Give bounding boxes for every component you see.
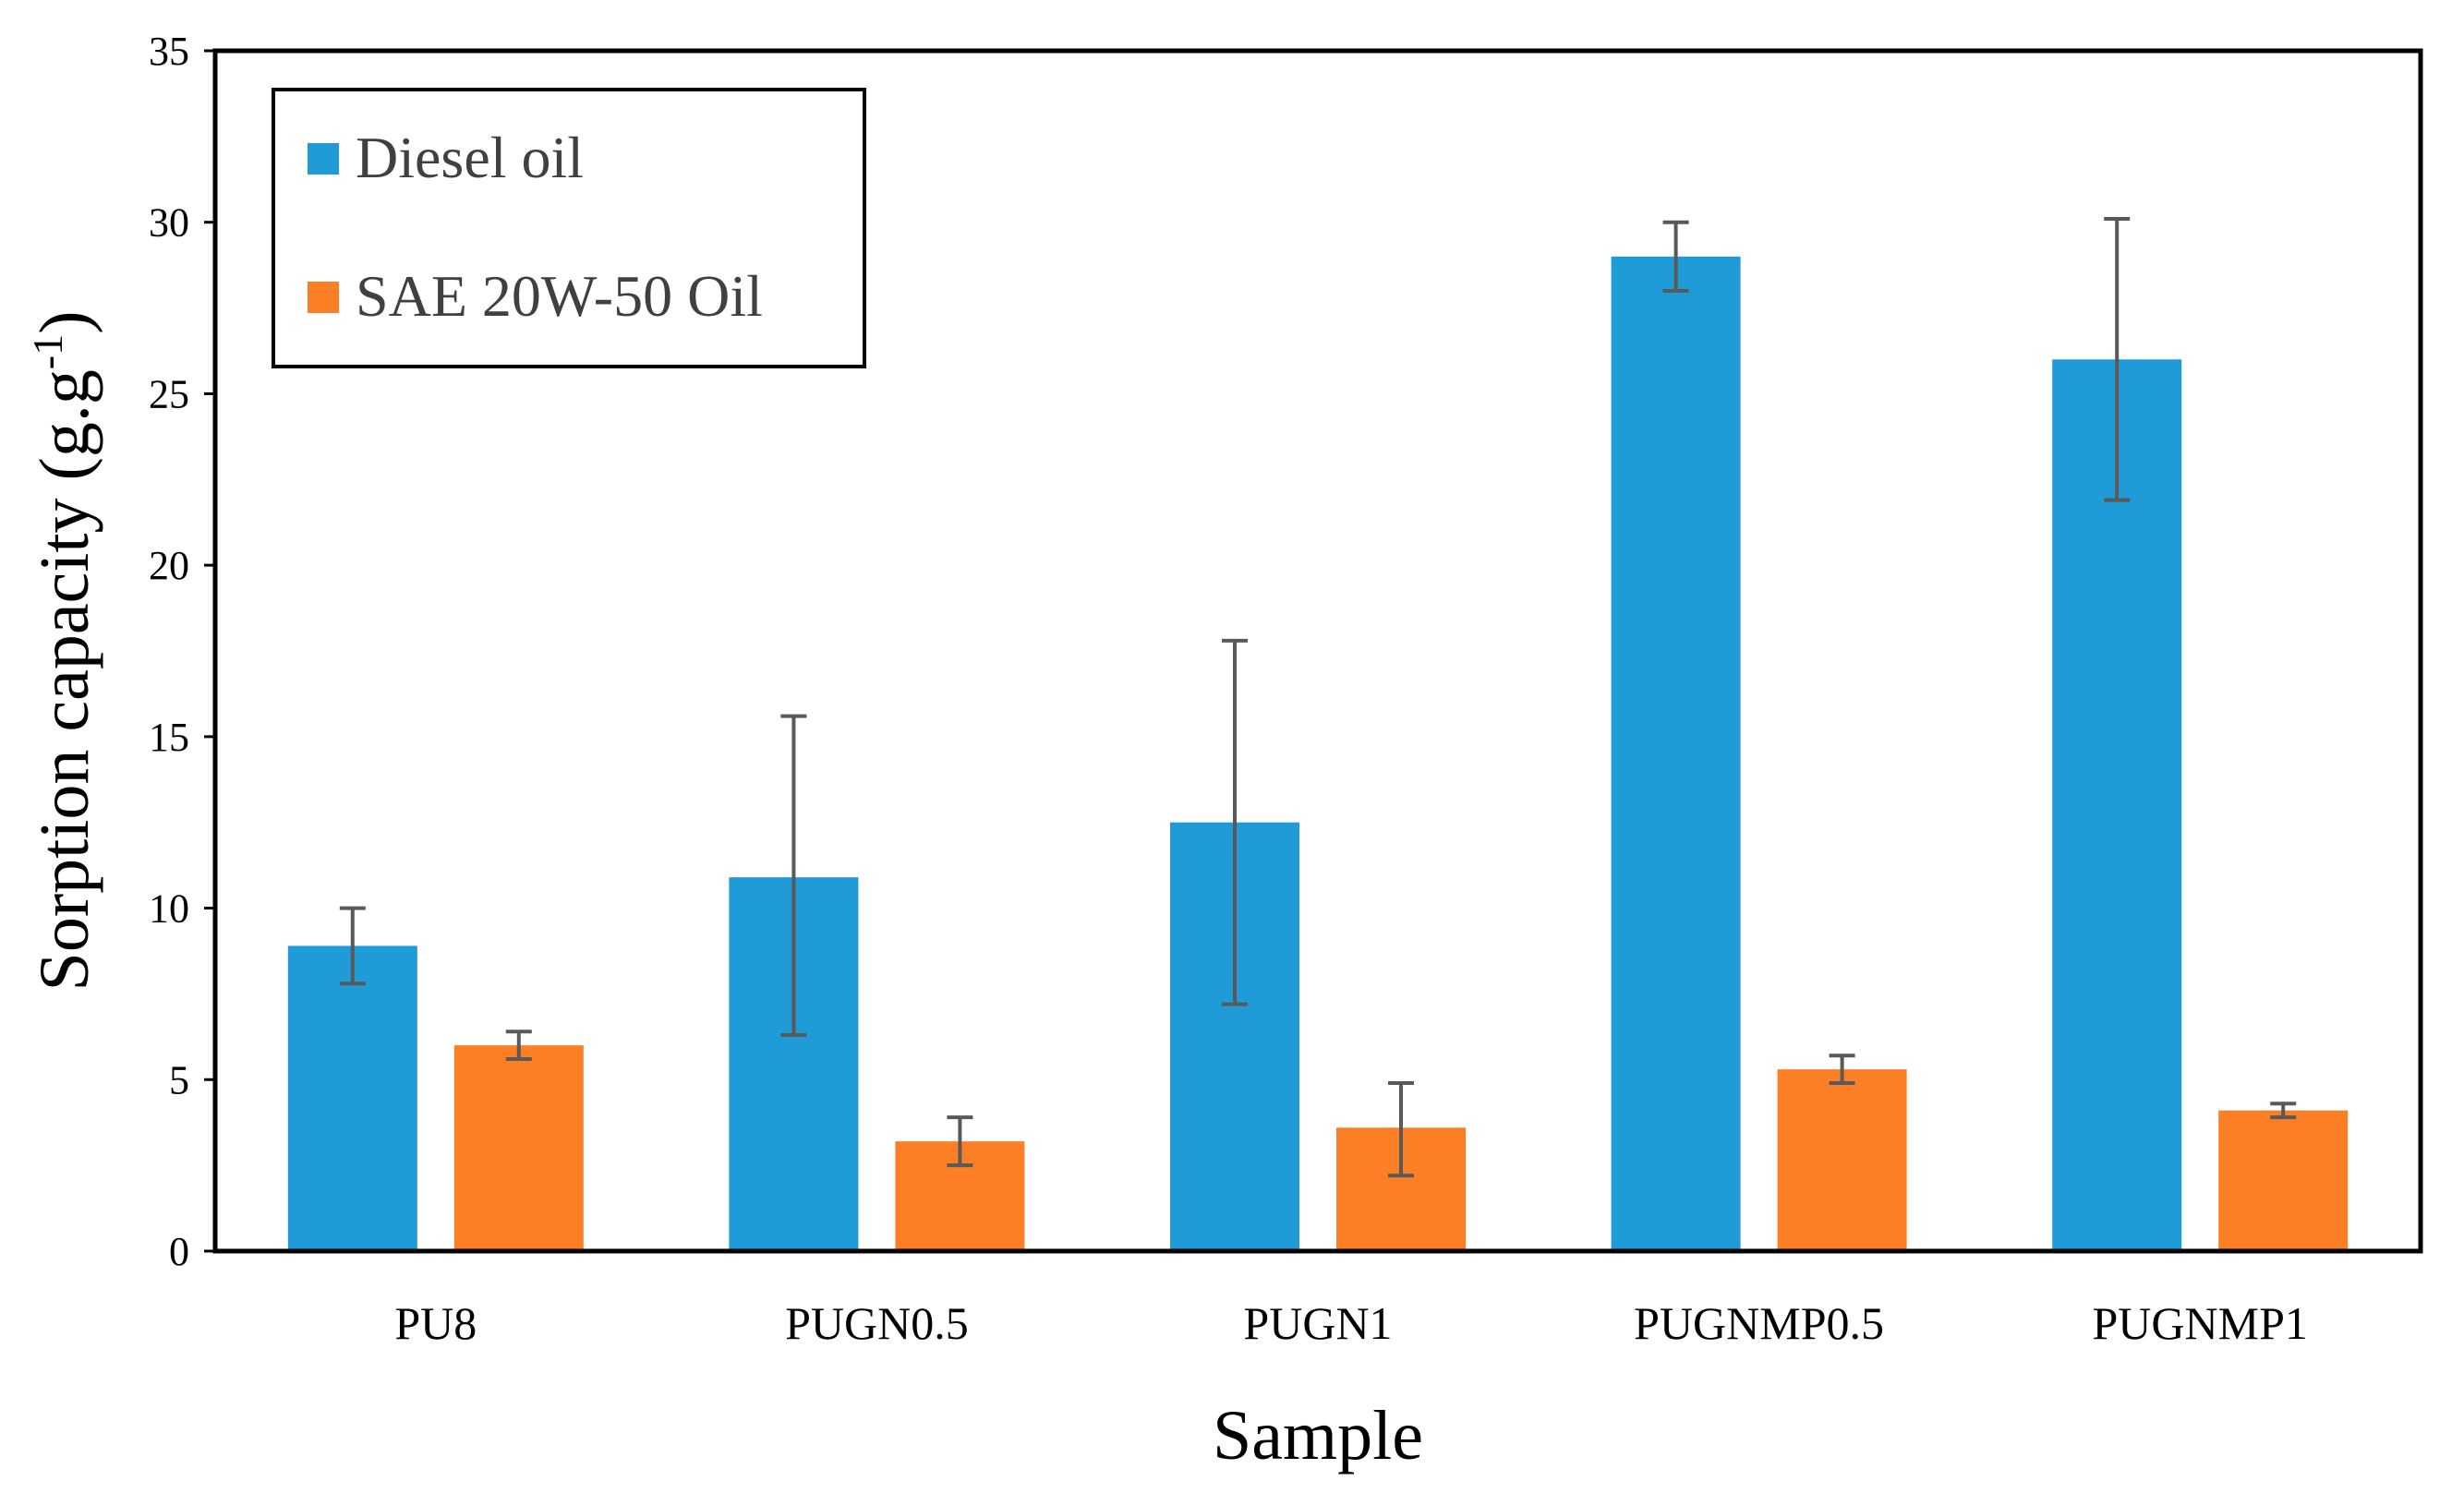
y-tick-label: 0 [169, 1229, 189, 1274]
x-category-label: PUGN0.5 [785, 1297, 969, 1349]
error-bar-diesel-oil-pu8 [339, 906, 366, 986]
error-bar-sae-20w-50-oil-pugn0-5 [947, 1115, 973, 1168]
bar-diesel-oil-pu8 [287, 945, 417, 1251]
y-axis-ticks: 0 5 10 15 20 25 30 35 [149, 29, 215, 1274]
legend-swatch-diesel-oil [308, 143, 339, 175]
legend-swatch-sae-oil [308, 282, 339, 313]
legend-label-sae-oil: SAE 20W-50 Oil [356, 263, 763, 329]
x-axis-categories: PU8 PUGN0.5 PUGN1 PUGNMP0.5 PUGNMP1 [394, 1297, 2308, 1349]
legend-label-diesel-oil: Diesel oil [356, 125, 584, 190]
x-category-label: PUGN1 [1243, 1297, 1392, 1349]
error-bar-sae-20w-50-oil-pugn1 [1388, 1081, 1414, 1178]
y-tick-label: 10 [149, 886, 189, 932]
error-bar-sae-20w-50-oil-pu8 [505, 1029, 532, 1061]
bars-group [287, 256, 2349, 1251]
y-tick-label: 25 [149, 371, 189, 416]
bar-sae-20w-50-oil-pugnmp0-5 [1777, 1069, 1907, 1251]
y-axis-title-superscript: -1 [24, 334, 71, 369]
bar-sae-20w-50-oil-pu8 [453, 1045, 584, 1251]
error-bar-sae-20w-50-oil-pugnmp1 [2270, 1102, 2297, 1120]
error-bar-diesel-oil-pugnmp0-5 [1662, 220, 1689, 293]
error-bar-diesel-oil-pugn1 [1222, 638, 1248, 1006]
x-category-label: PU8 [394, 1297, 477, 1349]
plot-area-frame [212, 48, 2423, 1254]
bar-diesel-oil-pugnmp0-5 [1611, 256, 1741, 1251]
y-axis-title-close: ) [26, 311, 103, 334]
error-bar-diesel-oil-pugnmp1 [2104, 217, 2131, 502]
error-bars-group [339, 217, 2297, 1178]
y-axis-title-main: Sorption capacity (g.g [26, 369, 103, 991]
x-category-label: PUGNMP1 [2092, 1297, 2307, 1349]
y-tick-label: 35 [149, 29, 189, 74]
error-bar-sae-20w-50-oil-pugnmp0-5 [1829, 1054, 1855, 1085]
bar-diesel-oil-pugnmp1 [2052, 359, 2182, 1251]
y-tick-label: 20 [149, 543, 189, 588]
x-axis-title: Sample [1213, 1397, 1423, 1475]
y-tick-label: 15 [149, 715, 189, 760]
x-category-label: PUGNMP0.5 [1634, 1297, 1884, 1349]
y-tick-label: 30 [149, 200, 189, 246]
legend-box [272, 88, 866, 368]
bar-sae-20w-50-oil-pugnmp1 [2218, 1110, 2349, 1251]
error-bar-diesel-oil-pugn0-5 [780, 714, 807, 1037]
y-axis-title: Sorption capacity (g.g-1) [24, 311, 103, 992]
y-tick-label: 5 [169, 1057, 189, 1102]
legend: Diesel oil SAE 20W-50 Oil [272, 88, 866, 368]
